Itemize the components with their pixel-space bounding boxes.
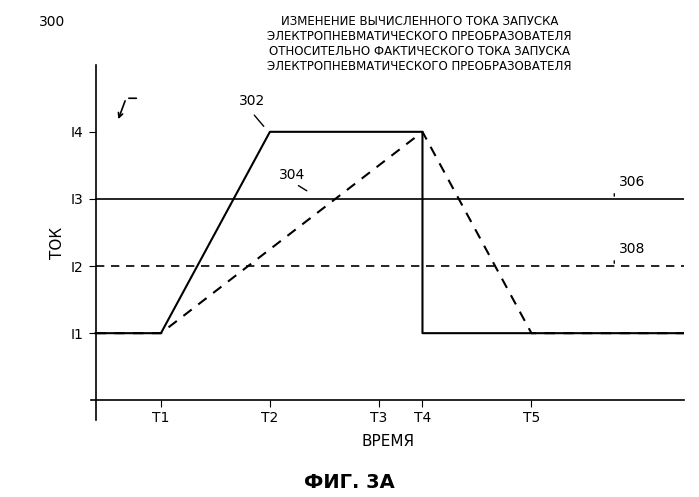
Text: 300: 300 <box>38 15 65 29</box>
Text: ИЗМЕНЕНИЕ ВЫЧИСЛЕННОГО ТОКА ЗАПУСКА
ЭЛЕКТРОПНЕВМАТИЧЕСКОГО ПРЕОБРАЗОВАТЕЛЯ
ОТНОС: ИЗМЕНЕНИЕ ВЫЧИСЛЕННОГО ТОКА ЗАПУСКА ЭЛЕК… <box>267 15 572 73</box>
Text: ФИГ. 3А: ФИГ. 3А <box>304 473 395 492</box>
Text: 308: 308 <box>619 242 645 256</box>
Text: 302: 302 <box>239 94 266 108</box>
Y-axis label: ТОК: ТОК <box>50 227 65 258</box>
Text: 306: 306 <box>619 175 645 189</box>
X-axis label: ВРЕМЯ: ВРЕМЯ <box>361 434 415 449</box>
Text: 304: 304 <box>279 168 305 182</box>
